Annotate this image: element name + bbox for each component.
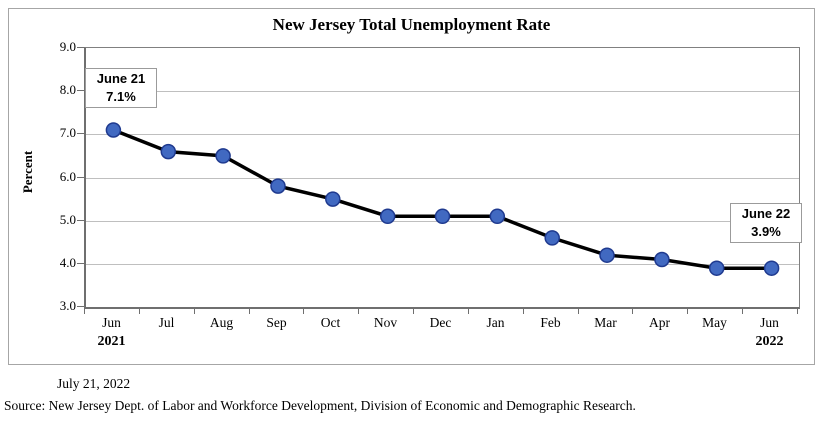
x-axis-tick xyxy=(139,308,140,314)
x-axis-tick xyxy=(358,308,359,314)
y-tick-label: 7.0 xyxy=(59,125,76,140)
y-axis-tick xyxy=(77,177,84,178)
data-point-jul-1 xyxy=(160,143,177,160)
x-axis-label-sep-3: Sep xyxy=(266,315,287,330)
y-tick-label: 4.0 xyxy=(59,255,76,270)
footer-source: Source: New Jersey Dept. of Labor and Wo… xyxy=(4,398,636,413)
annotation-june-2021-label: June 21 xyxy=(96,71,146,86)
y-axis-tick xyxy=(77,47,84,48)
y-tick-label: 8.0 xyxy=(59,82,76,97)
annotation-june-2022-value: 3.9% xyxy=(751,224,781,239)
data-point-oct-4 xyxy=(325,191,341,207)
chart-title: New Jersey Total Unemployment Rate xyxy=(272,15,551,34)
x-axis-label-jun-0: Jun xyxy=(102,315,121,330)
y-axis-title: Percent xyxy=(20,150,35,194)
y-axis-tick xyxy=(77,90,84,91)
data-point-feb-8 xyxy=(544,230,560,246)
annotation-june-2021-value: 7.1% xyxy=(106,89,136,104)
plot-area xyxy=(84,47,800,309)
x-axis-label-jan-7: Jan xyxy=(486,315,505,330)
line-series-svg xyxy=(105,122,780,276)
data-point-mar-9 xyxy=(599,247,615,263)
gridline xyxy=(86,264,799,265)
x-axis-tick xyxy=(578,308,579,314)
gridline xyxy=(86,134,799,135)
annotation-june-2022: June 22 3.9% xyxy=(730,203,802,243)
x-axis-label-aug-2: Aug xyxy=(209,315,234,330)
data-point-jan-7 xyxy=(489,208,506,225)
y-tick-label: 6.0 xyxy=(59,169,76,184)
x-axis-label-nov-5: Nov xyxy=(373,315,398,330)
x-axis-tick xyxy=(797,308,798,314)
x-axis-label-jun-12: Jun xyxy=(760,315,779,330)
y-tick-label: 5.0 xyxy=(59,212,76,227)
y-axis-tick xyxy=(77,306,84,307)
y-axis-tick xyxy=(77,263,84,264)
x-axis-tick xyxy=(249,308,250,314)
x-axis-label-jul-1: Jul xyxy=(158,315,175,330)
y-tick-label: 9.0 xyxy=(59,39,76,54)
data-point-may-11 xyxy=(708,260,725,276)
data-point-aug-2 xyxy=(215,148,231,164)
x-axis-tick xyxy=(413,308,414,314)
x-axis-tick xyxy=(523,308,524,314)
unemployment-rate-line xyxy=(112,128,772,270)
data-point-jun-12 xyxy=(763,260,780,276)
x-axis-label-oct-4: Oct xyxy=(320,315,341,330)
annotation-june-2022-label: June 22 xyxy=(741,206,791,221)
x-axis-tick xyxy=(194,308,195,314)
y-axis-tick xyxy=(77,133,84,134)
x-axis-label-dec-6: Dec xyxy=(429,315,452,330)
x-axis-tick xyxy=(303,308,304,314)
gridline xyxy=(86,91,799,92)
data-point-apr-10 xyxy=(654,251,670,268)
x-axis-tick xyxy=(632,308,633,314)
data-point-dec-6 xyxy=(434,208,451,225)
x-axis-label-apr-10: Apr xyxy=(649,315,670,330)
footer-date: July 21, 2022 xyxy=(57,376,131,391)
data-point-sep-3 xyxy=(270,178,286,194)
x-axis-label-feb-8: Feb xyxy=(540,315,561,330)
x-axis-year-label-2021: 2021 xyxy=(97,334,126,349)
y-axis-tick xyxy=(77,220,84,221)
x-axis-tick xyxy=(468,308,469,314)
x-axis-year-label-2022: 2022 xyxy=(755,334,784,349)
y-tick-label: 3.0 xyxy=(59,298,76,313)
x-axis-label-may-11: May xyxy=(702,315,727,330)
data-point-jun-0 xyxy=(105,122,122,138)
data-point-nov-5 xyxy=(379,208,396,225)
x-axis-tick xyxy=(84,308,85,314)
gridline xyxy=(86,178,799,179)
x-axis-tick xyxy=(742,308,743,314)
annotation-june-2021: June 21 7.1% xyxy=(85,68,157,108)
x-axis-label-mar-9: Mar xyxy=(594,315,617,330)
x-axis-tick xyxy=(687,308,688,314)
